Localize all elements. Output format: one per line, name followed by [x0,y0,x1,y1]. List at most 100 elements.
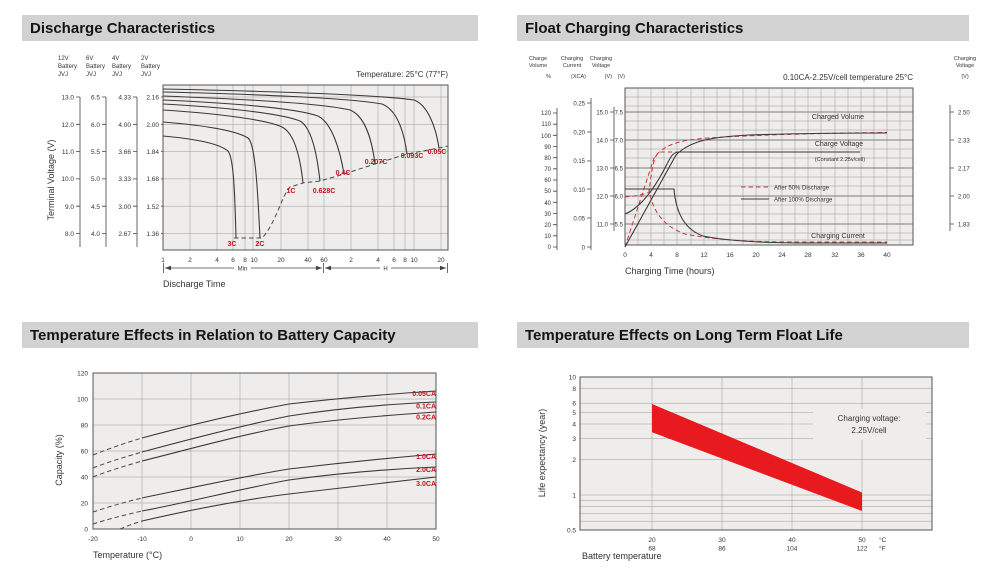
tick-label: 12.0 [596,195,608,201]
float-life-x-axis-label: Battery temperature [582,551,662,561]
tick-label: 1 [572,493,576,500]
curve-label: 0.628C [313,188,336,195]
axis-header: Current [563,63,582,69]
axis-unit: (V) [605,74,613,80]
axis-header: Charging [561,56,583,62]
tick-label: 40 [383,536,391,543]
tick-label: 0 [548,245,552,251]
tick-label: 60 [544,178,551,184]
curve-20ca-dashed [92,510,143,525]
tick-label: 28 [804,252,812,259]
curve-label: 3C [228,241,237,248]
float-grid-major [625,111,913,225]
curve-0207c [162,95,376,165]
tick-label: 20 [544,223,551,229]
tick-label: 50 [858,537,866,544]
axis-unit: (V) [961,74,969,80]
scale-header: JVJ [58,72,68,78]
plot-border [624,87,914,246]
tick-label: 1.68 [146,176,159,183]
curve-30ca-dashed [119,520,143,530]
tick-label: 14.0 [596,139,608,145]
curve-label: 0.2CA [416,415,436,422]
tick-label: 7.0 [615,139,624,145]
curve-005ca [141,390,437,439]
tick-label: 40 [788,537,796,544]
tick-label: 4.0 [91,231,100,238]
tick-label: 1.36 [146,231,159,238]
tick-label: 8 [675,252,679,259]
tick-label: 50 [544,189,551,195]
tick-label: 6 [572,401,576,408]
tick-label: 0.20 [573,131,585,137]
charged-volume-label: Charged Volume [812,114,864,121]
tick-label: 122 [857,546,868,553]
plot-border [162,84,449,251]
discharge-scale-headers: 12V Battery JVJ 6V Battery JVJ 4V Batter… [58,56,160,78]
discharge-title-bar: Discharge Characteristics [22,15,478,41]
range-hour-label: H [383,267,387,273]
scale-header: 12V [58,56,69,62]
charge-voltage-100pct [624,151,860,215]
tick-label: 6.5 [91,95,100,102]
float-life-chart: Charging voltage: 2.25V/cell 10 8 6 5 4 … [537,375,933,561]
tick-label: 86 [718,546,726,553]
tick-label: 13.0 [596,167,608,173]
tick-label: 4 [215,257,219,264]
float-curve-labels: Charged Volume Charge Voltage (Constant … [811,114,865,240]
scale-header: 2V [141,56,148,62]
tick-label: 4.00 [118,122,131,129]
curve-005c [162,88,440,149]
float-charging-title: Float Charging Characteristics [525,19,744,37]
tick-label: 5.5 [615,223,624,229]
tick-label: 3.00 [118,204,131,211]
range-min-label: Min [238,267,248,273]
tick-label: 7.5 [615,111,624,117]
tick-label: 0.05 [573,217,585,223]
tick-label: 11.0 [597,223,609,229]
plot-border [579,376,933,531]
tick-label: 0 [582,246,586,252]
tick-label: 2.67 [118,231,131,238]
tick-label: 2.50 [958,111,970,117]
tick-label: 80 [544,156,551,162]
curve-1c [162,109,304,184]
curve-label: 0.207C [365,159,388,166]
charged-volume-100pct [624,132,888,248]
discharge-temperature-note: Temperature: 25°C (77°F) [356,70,448,79]
tick-label: -10 [137,536,147,543]
cutoff-dashed-line [234,145,449,239]
scale-header: 6V [86,56,93,62]
tick-label: 60 [81,449,89,456]
scale-header: Battery [112,64,131,70]
temp-capacity-curves [92,390,437,530]
discharge-curve-labels: 3C 2C 1C 0.628C 0.4C 0.207C 0.093C 0.05C [228,149,447,248]
float-left-tick-labels: 120 110 100 90 80 70 60 50 40 30 20 10 0… [541,102,624,252]
tick-label: 1.52 [146,204,159,211]
tick-label: 8 [572,386,576,393]
curve-30ca [141,476,437,522]
tick-label: 70 [544,167,551,173]
tick-label: 1.83 [958,223,970,229]
discharge-x-tick-labels: 1 2 4 6 8 10 20 40 60 2 4 6 8 10 20 [161,257,445,264]
charging-current-100pct [625,188,887,244]
tick-label: 110 [541,122,551,128]
temp-capacity-curve-labels: 0.05CA 0.1CA 0.2CA 1.0CA 2.0CA 3.0CA [412,391,436,488]
curve-label: 2.0CA [416,467,436,474]
curve-3c [162,135,237,239]
float-right-tick-labels: 2.50 2.33 2.17 2.00 1.83 [958,111,970,229]
tick-label: -20 [88,536,98,543]
float-axis-headers: Charge Volume % Charging Current (XCA) C… [529,56,976,80]
float-x-axis-label: Charging Time (hours) [625,266,715,276]
axis-unit: (V) [618,74,626,80]
axis-header: Charging [954,56,976,62]
tick-label: 11.0 [62,149,75,156]
tick-label: 10 [544,234,551,240]
curve-label: 1C [287,188,296,195]
curve-2c [162,121,261,239]
float-life-y-tick-labels: 10 8 6 5 4 3 2 1 0.5 [567,375,576,535]
tick-label: 15.0 [596,111,608,117]
tick-label: 6.5 [615,167,624,173]
tick-label: 10.0 [61,176,74,183]
